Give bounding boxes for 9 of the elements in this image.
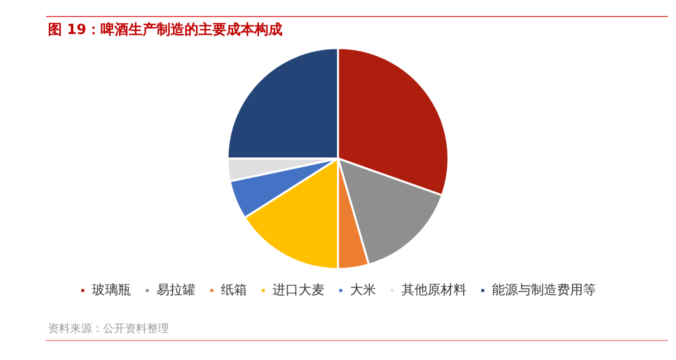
- chart-title: 图 19：啤酒生产制造的主要成本构成: [48, 21, 284, 39]
- legend-label: 进口大麦: [272, 282, 324, 298]
- text: 资料来源：公开资料整理: [48, 321, 170, 336]
- legend-label: 纸箱: [220, 282, 247, 298]
- legend-label: 大米: [350, 282, 376, 298]
- legend-label: 其他原材料: [401, 282, 466, 298]
- legend-label: 玻璃瓶: [92, 282, 131, 298]
- legend-label: 易拉罐: [156, 282, 196, 298]
- legend-label: 能源与制造费用等: [492, 282, 596, 298]
